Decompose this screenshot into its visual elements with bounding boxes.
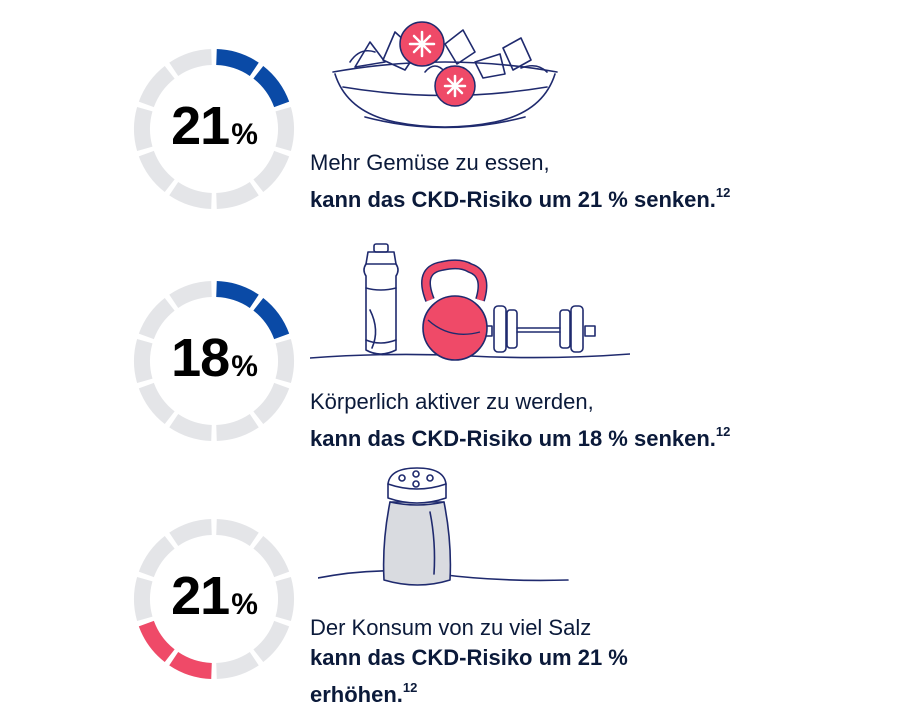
description-bold: kann das CKD-Risiko um 18 % senken.12 — [310, 417, 730, 454]
ring-segment — [138, 150, 175, 193]
description-line: Körperlich aktiver zu werden, — [310, 389, 594, 414]
description-bold-line1: kann das CKD-Risiko um 21 % — [310, 645, 628, 670]
description-bold: kann das CKD-Risiko um 21 % senken.12 — [310, 178, 730, 215]
percent-value: 21% — [130, 95, 298, 157]
ring-segment — [134, 106, 153, 152]
percent-value: 21% — [130, 565, 298, 627]
stat-description: Mehr Gemüse zu essen, kann das CKD-Risik… — [310, 148, 730, 215]
description-bold-text: kann das CKD-Risiko um 18 % senken. — [310, 426, 716, 451]
percent-ring: 21% — [130, 45, 298, 213]
ring-segment — [216, 519, 259, 546]
ring-segment — [134, 576, 153, 622]
percent-unit: % — [231, 350, 258, 383]
percent-number: 21 — [171, 566, 230, 626]
ring-graphic — [134, 49, 294, 209]
ring-segment — [253, 382, 290, 425]
percent-number: 18 — [171, 328, 230, 388]
description-line: Mehr Gemüse zu essen, — [310, 150, 550, 175]
reference-superscript: 12 — [715, 185, 731, 200]
salt-shaker-icon — [318, 467, 569, 586]
ring-graphic — [134, 519, 294, 679]
percent-number: 21 — [171, 96, 230, 156]
description-bold-text: erhöhen. — [310, 682, 403, 707]
ring-segment — [253, 150, 290, 193]
salad-bowl-icon — [332, 21, 558, 129]
ring-segment — [138, 382, 175, 425]
ring-segment — [169, 519, 212, 546]
ring-segment — [169, 49, 212, 76]
stat-description: Körperlich aktiver zu werden, kann das C… — [310, 387, 730, 454]
ring-graphic — [134, 281, 294, 441]
ring-filled-segment — [138, 620, 175, 663]
ring-segment — [134, 338, 153, 384]
ring-segment — [138, 65, 175, 108]
description-line: Der Konsum von zu viel Salz — [310, 615, 592, 640]
percent-ring: 21% — [130, 515, 298, 683]
description-bold-text: kann das CKD-Risiko um 21 % senken. — [310, 187, 716, 212]
ring-filled-segment — [216, 281, 259, 308]
ring-segment — [169, 414, 212, 441]
reference-superscript: 12 — [715, 424, 731, 439]
percent-unit: % — [231, 118, 258, 151]
ring-segment — [253, 620, 290, 663]
ring-segment — [275, 338, 294, 384]
reference-superscript: 12 — [402, 680, 418, 695]
ring-segment — [138, 297, 175, 340]
percent-value: 18% — [130, 327, 298, 389]
fitness-equipment-icon — [310, 243, 630, 361]
percent-ring: 18% — [130, 277, 298, 445]
ring-segment — [275, 106, 294, 152]
ring-segment — [275, 576, 294, 622]
percent-unit: % — [231, 588, 258, 621]
ring-segment — [216, 182, 259, 209]
ring-segment — [169, 281, 212, 308]
ring-filled-segment — [253, 65, 290, 108]
ring-segment — [138, 535, 175, 578]
ring-filled-segment — [216, 49, 259, 76]
ring-segment — [216, 414, 259, 441]
ring-segment — [216, 652, 259, 679]
ring-filled-segment — [169, 652, 212, 679]
description-bold: erhöhen.12 — [310, 673, 628, 710]
ring-segment — [169, 182, 212, 209]
ring-segment — [253, 535, 290, 578]
stat-description: Der Konsum von zu viel Salz kann das CKD… — [310, 613, 628, 710]
ring-filled-segment — [253, 297, 290, 340]
